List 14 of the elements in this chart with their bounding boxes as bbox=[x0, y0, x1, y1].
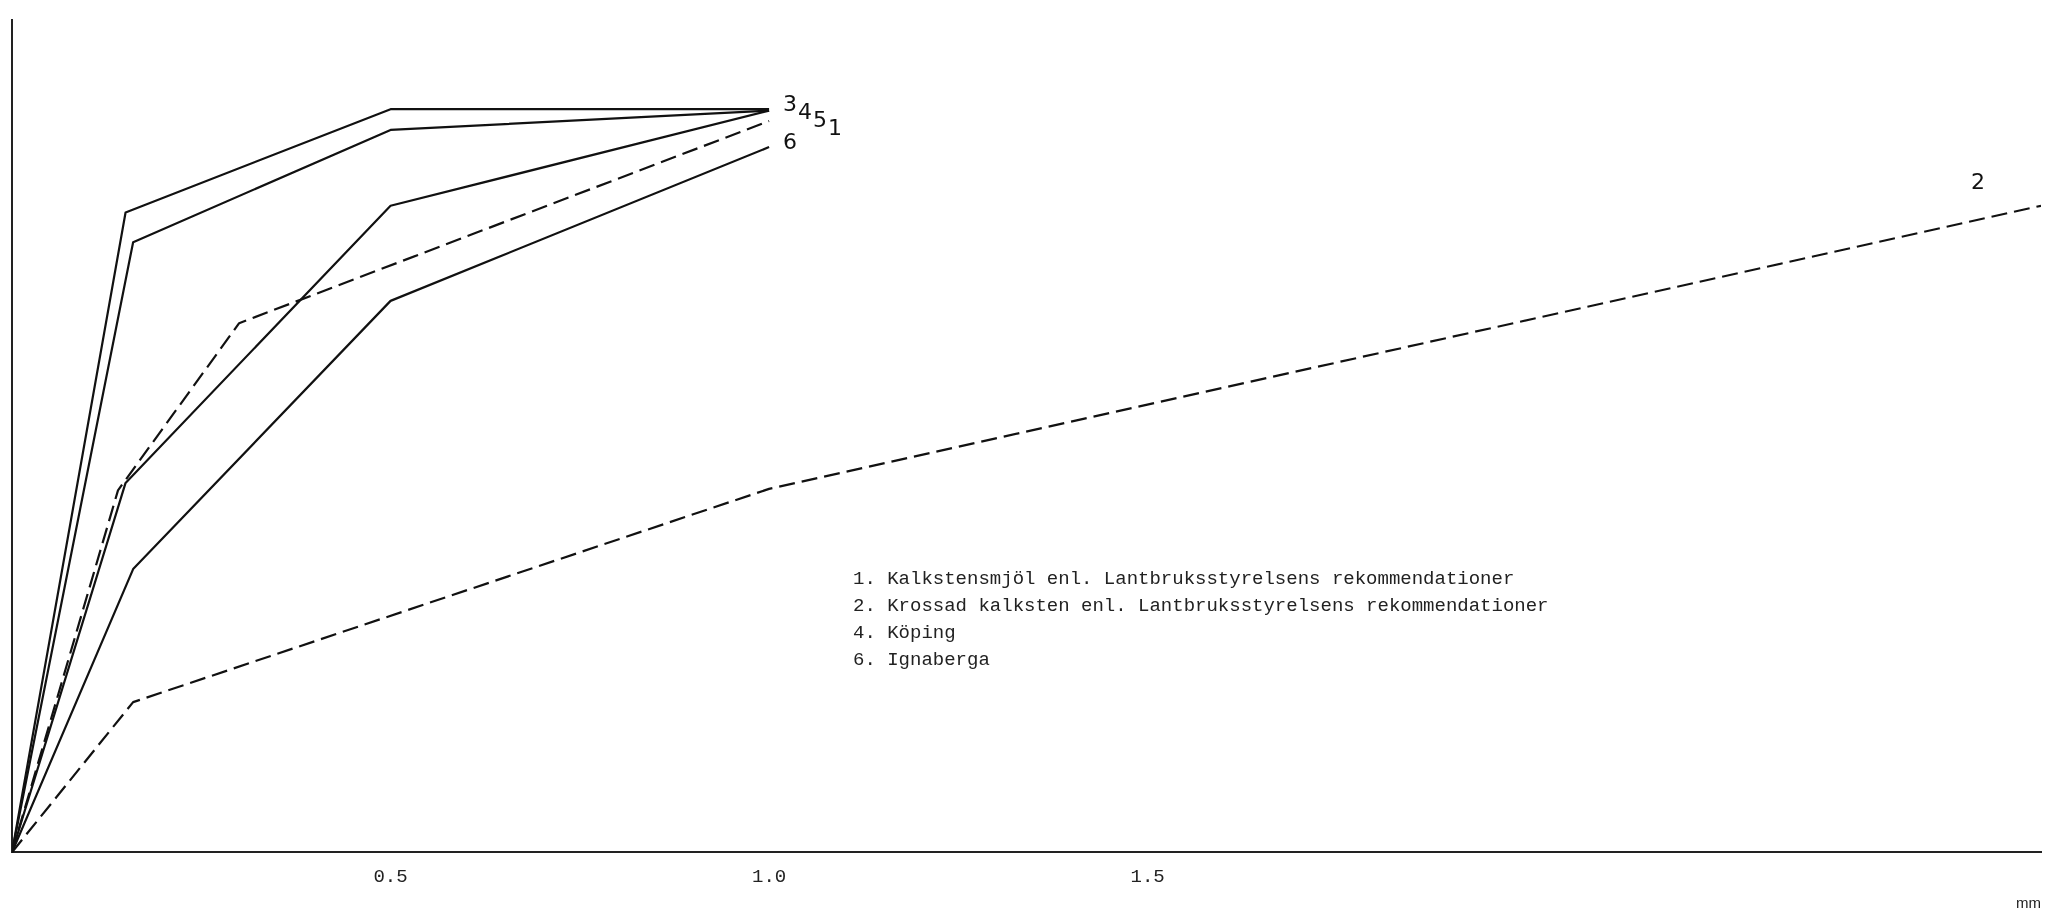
text: 5 bbox=[813, 106, 828, 132]
series-label: 2 bbox=[1971, 169, 1985, 195]
x-tick-label: 0.5 bbox=[373, 865, 408, 888]
annotation: 4. Köping bbox=[853, 621, 957, 646]
series-label: 6 bbox=[783, 128, 798, 154]
x-axis-title: mm bbox=[2016, 894, 2041, 912]
x-tick-label: 1.5 bbox=[1130, 865, 1165, 888]
series-label: 3 bbox=[783, 90, 798, 116]
series-label: 4 bbox=[798, 98, 813, 124]
x-tick-label: 1.0 bbox=[751, 865, 787, 888]
annotation: 2. Krossad kalksten enl. Lantbruksstyrelsens rekommendationer bbox=[853, 594, 1549, 619]
annotation: 6. Ignaberga bbox=[853, 648, 991, 673]
annotation: 1. Kalkstensmjöl enl. Lantbruksstyrelsens rekommendationer bbox=[853, 567, 1516, 592]
text: 1 bbox=[828, 114, 843, 140]
